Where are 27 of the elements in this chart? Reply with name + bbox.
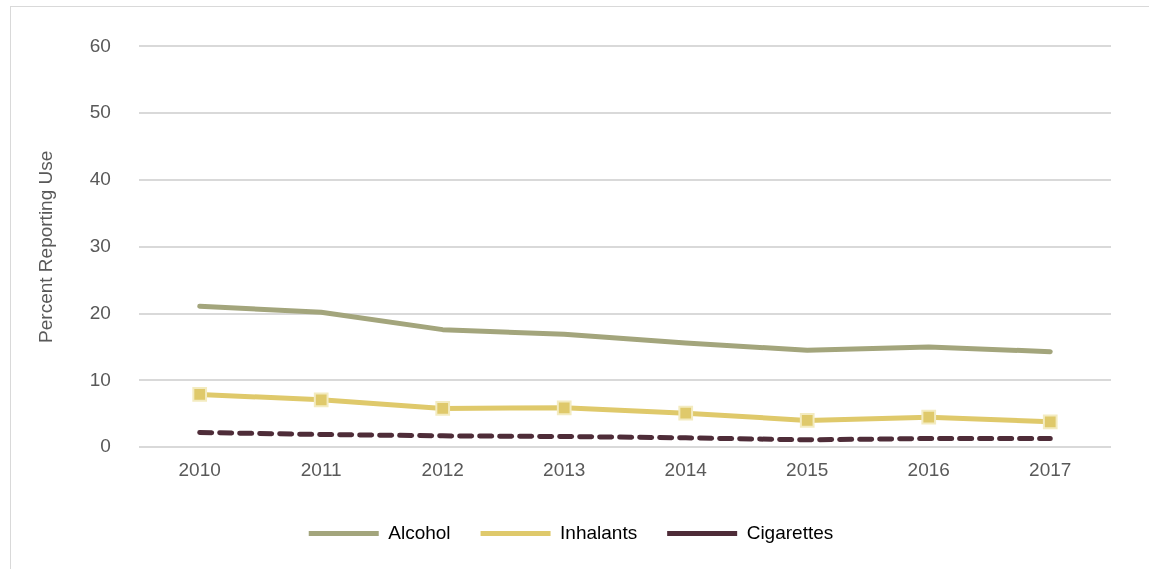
y-tick-label: 0 <box>100 435 111 457</box>
x-tick-label: 2016 <box>907 458 950 480</box>
point <box>192 387 208 402</box>
point <box>556 400 572 416</box>
legend-label: Inhalants <box>560 521 638 543</box>
legend-label: Alcohol <box>388 521 451 543</box>
x-tick-label: 2012 <box>421 458 464 480</box>
x-tick-label: 2017 <box>1029 458 1072 480</box>
point <box>921 409 937 425</box>
y-tick-label: 20 <box>89 301 111 323</box>
y-tick-label: 10 <box>89 368 111 390</box>
x-tick-label: 2013 <box>543 458 586 480</box>
legend-label: Cigarettes <box>746 521 834 543</box>
point <box>1042 414 1058 430</box>
point <box>435 401 451 416</box>
x-tick-label: 2011 <box>300 458 342 480</box>
x-tick-label: 2010 <box>178 458 221 480</box>
y-axis-title: Percent Reporting Use <box>34 150 56 343</box>
point <box>799 413 815 428</box>
y-tick-label: 30 <box>89 235 111 257</box>
x-tick-label: 2015 <box>786 458 829 480</box>
y-tick-label: 50 <box>89 101 111 123</box>
point <box>313 392 329 408</box>
x-tick-label: 2014 <box>664 458 708 480</box>
point <box>678 405 694 421</box>
y-tick-label: 60 <box>89 34 111 56</box>
y-tick-label: 40 <box>89 168 111 190</box>
